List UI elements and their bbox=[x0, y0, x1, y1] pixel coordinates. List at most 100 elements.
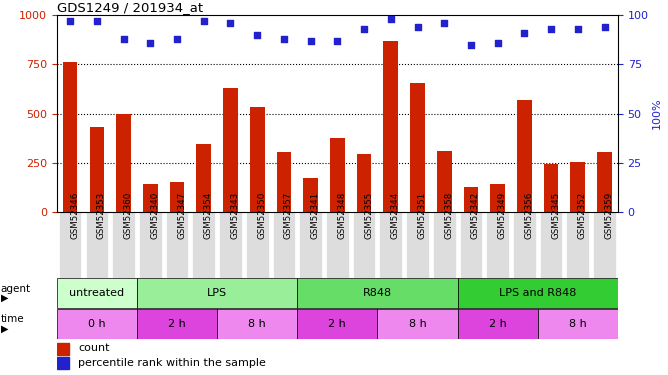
Text: LPS and R848: LPS and R848 bbox=[499, 288, 576, 298]
Point bbox=[466, 42, 476, 48]
FancyBboxPatch shape bbox=[297, 309, 377, 339]
FancyBboxPatch shape bbox=[139, 212, 162, 278]
Point bbox=[599, 24, 610, 30]
Point bbox=[279, 36, 289, 42]
Point bbox=[225, 20, 236, 26]
Bar bbox=[196, 144, 211, 212]
FancyBboxPatch shape bbox=[326, 212, 349, 278]
FancyBboxPatch shape bbox=[112, 212, 135, 278]
Bar bbox=[277, 152, 291, 212]
FancyBboxPatch shape bbox=[137, 279, 297, 308]
Bar bbox=[330, 138, 345, 212]
FancyBboxPatch shape bbox=[166, 212, 188, 278]
Text: R848: R848 bbox=[363, 288, 392, 298]
Text: untreated: untreated bbox=[69, 288, 124, 298]
Bar bbox=[57, 343, 69, 355]
FancyBboxPatch shape bbox=[566, 212, 589, 278]
FancyBboxPatch shape bbox=[486, 212, 509, 278]
FancyBboxPatch shape bbox=[217, 309, 297, 339]
Bar bbox=[383, 40, 398, 212]
Bar bbox=[57, 357, 69, 369]
Text: GSM52355: GSM52355 bbox=[364, 192, 373, 239]
Text: GSM52349: GSM52349 bbox=[498, 192, 506, 239]
Bar bbox=[90, 128, 104, 212]
FancyBboxPatch shape bbox=[219, 212, 242, 278]
Text: GSM52342: GSM52342 bbox=[471, 192, 480, 239]
Text: GSM52360: GSM52360 bbox=[124, 192, 132, 239]
Point bbox=[305, 38, 316, 44]
Bar bbox=[116, 114, 131, 212]
Text: 2 h: 2 h bbox=[168, 319, 186, 329]
Text: agent: agent bbox=[1, 284, 31, 294]
Point bbox=[118, 36, 129, 42]
Text: 8 h: 8 h bbox=[248, 319, 266, 329]
FancyBboxPatch shape bbox=[57, 309, 137, 339]
Text: GSM52340: GSM52340 bbox=[150, 192, 159, 239]
Text: GSM52350: GSM52350 bbox=[257, 192, 266, 239]
Bar bbox=[223, 88, 238, 212]
FancyBboxPatch shape bbox=[297, 279, 458, 308]
Text: count: count bbox=[78, 343, 110, 353]
Text: GSM52344: GSM52344 bbox=[391, 192, 399, 239]
FancyBboxPatch shape bbox=[540, 212, 562, 278]
Bar bbox=[464, 187, 478, 212]
Text: GSM52352: GSM52352 bbox=[578, 192, 587, 239]
Point bbox=[492, 40, 503, 46]
Text: GSM52347: GSM52347 bbox=[177, 192, 186, 239]
FancyBboxPatch shape bbox=[513, 212, 536, 278]
FancyBboxPatch shape bbox=[460, 212, 482, 278]
Bar bbox=[250, 107, 265, 212]
Bar bbox=[63, 62, 77, 212]
FancyBboxPatch shape bbox=[246, 212, 269, 278]
FancyBboxPatch shape bbox=[377, 309, 458, 339]
FancyBboxPatch shape bbox=[137, 309, 217, 339]
Point bbox=[439, 20, 450, 26]
Text: ▶: ▶ bbox=[1, 324, 8, 334]
Point bbox=[546, 26, 556, 32]
FancyBboxPatch shape bbox=[379, 212, 402, 278]
Text: 2 h: 2 h bbox=[489, 319, 506, 329]
Text: 0 h: 0 h bbox=[88, 319, 106, 329]
Text: GSM52351: GSM52351 bbox=[418, 192, 426, 239]
Bar bbox=[143, 184, 158, 212]
Point bbox=[332, 38, 343, 44]
Bar bbox=[357, 154, 371, 212]
FancyBboxPatch shape bbox=[353, 212, 375, 278]
Text: GSM52345: GSM52345 bbox=[551, 192, 560, 239]
FancyBboxPatch shape bbox=[273, 212, 295, 278]
Text: 8 h: 8 h bbox=[569, 319, 587, 329]
Text: GSM52357: GSM52357 bbox=[284, 192, 293, 239]
FancyBboxPatch shape bbox=[433, 212, 456, 278]
Text: GSM52343: GSM52343 bbox=[230, 192, 239, 239]
FancyBboxPatch shape bbox=[57, 279, 137, 308]
Bar bbox=[170, 182, 184, 212]
Bar bbox=[570, 162, 585, 212]
Text: time: time bbox=[1, 314, 24, 324]
Bar bbox=[517, 100, 532, 212]
Text: GDS1249 / 201934_at: GDS1249 / 201934_at bbox=[57, 1, 203, 14]
Bar bbox=[597, 152, 612, 212]
FancyBboxPatch shape bbox=[192, 212, 215, 278]
Point bbox=[198, 18, 209, 24]
FancyBboxPatch shape bbox=[458, 279, 618, 308]
Point bbox=[172, 36, 182, 42]
Text: GSM52348: GSM52348 bbox=[337, 192, 346, 239]
Text: GSM52356: GSM52356 bbox=[524, 192, 533, 239]
FancyBboxPatch shape bbox=[86, 212, 108, 278]
Y-axis label: 100%: 100% bbox=[651, 98, 661, 129]
Point bbox=[252, 32, 263, 38]
Text: GSM52353: GSM52353 bbox=[97, 192, 106, 239]
Point bbox=[519, 30, 530, 36]
Point bbox=[359, 26, 369, 32]
FancyBboxPatch shape bbox=[538, 309, 618, 339]
Text: GSM52346: GSM52346 bbox=[70, 192, 79, 239]
Bar bbox=[544, 164, 558, 212]
Bar bbox=[303, 178, 318, 212]
Text: GSM52358: GSM52358 bbox=[444, 192, 453, 239]
FancyBboxPatch shape bbox=[593, 212, 616, 278]
Text: GSM52341: GSM52341 bbox=[311, 192, 319, 239]
Bar bbox=[437, 151, 452, 212]
Text: ▶: ▶ bbox=[1, 293, 8, 303]
FancyBboxPatch shape bbox=[59, 212, 81, 278]
Point bbox=[412, 24, 423, 30]
